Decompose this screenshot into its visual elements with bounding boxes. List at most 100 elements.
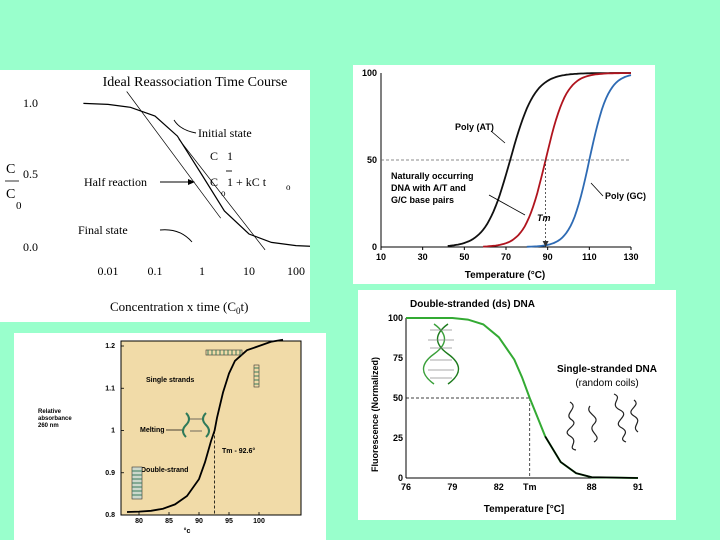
arrow-final [159, 229, 193, 243]
tangent-final [178, 138, 266, 251]
x-tick-88: 88 [587, 482, 597, 492]
single-strands-icon [205, 349, 260, 388]
x-tick-82: 82 [494, 482, 504, 492]
y-tick-0.0: 0.0 [23, 240, 38, 254]
x-tick-100: 100 [287, 264, 305, 278]
absorbance-curve-group [126, 338, 284, 515]
reassociation-chart: Ideal Reassociation Time Course 0.01 0.1 1… [5, 75, 310, 316]
chart-title: Double-stranded (ds) DNA [410, 299, 535, 310]
equation-sub-1: o [221, 188, 226, 198]
label-poly-gc: Poly (GC) [605, 191, 646, 201]
y-axis-label-sub: 0 [16, 200, 22, 212]
y-tick-50: 50 [393, 393, 403, 403]
x-tick-70: 70 [501, 252, 511, 262]
label-tm: Tm - 92.6° [222, 447, 255, 455]
label-poly-at: Poly (AT) [455, 122, 494, 132]
y-tick-0.5: 0.5 [23, 167, 38, 181]
x-tick-76: 76 [401, 482, 411, 492]
y-tick-0.8: 0.8 [105, 512, 115, 519]
label-single-strands: Single strands [146, 377, 194, 384]
y-tick-1.1: 1.1 [105, 385, 115, 392]
reassociation-curve-group [83, 91, 310, 251]
y-axis-label-den: C [6, 187, 15, 202]
x-tick-110: 110 [582, 252, 597, 262]
axes-group: 76 79 82 Tm 88 91 100 75 50 25 0 [388, 313, 643, 492]
y-tick-100: 100 [388, 313, 403, 323]
plot-area [120, 340, 302, 516]
x-tick-130: 130 [623, 252, 638, 262]
fluorescence-curve-group [406, 317, 639, 479]
annot-half: Half reaction [84, 175, 147, 189]
x-tick-79: 79 [447, 482, 457, 492]
equation-sub-2: o [286, 182, 291, 192]
tangent-initial [126, 91, 221, 219]
absorbance-panel: 80 85 90 95 100 °c 1.2 1.1 1 0.9 0.8 Relative abso… [14, 333, 326, 540]
melting-temperature-chart: 10 30 50 70 90 110 130 100 50 0 Poly (AT) Natural… [362, 68, 646, 281]
y-tick-50: 50 [367, 155, 377, 165]
equation-denominator: C 1 + kC t [210, 175, 267, 189]
label-tm: Tm [537, 213, 551, 223]
ylabel-line-3: 260 nm [38, 423, 59, 429]
fluorescence-panel: Double-stranded (ds) DNA Fluorescence (N… [358, 290, 676, 520]
reassociation-panel: Ideal Reassociation Time Course 0.01 0.1 1… [0, 70, 310, 322]
curve-poly-gc- [526, 74, 632, 248]
x-tick-50: 50 [459, 252, 469, 262]
y-tick-75: 75 [393, 353, 403, 363]
x-axis-label: Concentration x time (C0t) [110, 299, 248, 316]
reassociation-curve [83, 102, 310, 247]
y-axis-label: Fluorescence (Normalized) [370, 357, 380, 472]
y-tick-1.2: 1.2 [105, 343, 115, 350]
x-axis-label: Temperature [°C] [484, 504, 565, 515]
curve-naturally-occurring-dna-with-a-t-and-g-c-base-pairs [483, 72, 632, 248]
chart-title: Ideal Reassociation Time Course [103, 75, 288, 90]
x-tick-90: 90 [543, 252, 553, 262]
y-tick-100: 100 [362, 68, 377, 78]
arrowhead-half [188, 179, 195, 185]
label-single-stranded: Single-stranded DNA [557, 364, 657, 375]
label-natural-3: G/C base pairs [391, 195, 454, 205]
pointer-poly-gc [590, 182, 604, 197]
x-tick-91: 91 [633, 482, 643, 492]
x-tick-1: 1 [199, 264, 205, 278]
absorbance-chart: 80 85 90 95 100 °c 1.2 1.1 1 0.9 0.8 Relative abso… [38, 338, 302, 535]
pointer-natural [488, 194, 526, 216]
x-tick-100: 100 [253, 518, 265, 525]
x-tick-30: 30 [418, 252, 428, 262]
x-axis-label: Temperature (°C) [465, 270, 546, 281]
x-tick-0.01: 0.01 [98, 264, 119, 278]
x-axis-label: °c [184, 527, 191, 535]
x-tick-Tm: Tm [523, 482, 537, 492]
random-coils-icon [566, 393, 639, 451]
axes-group: 80 85 90 95 100 °c 1.2 1.1 1 0.9 0.8 [105, 340, 302, 535]
fluorescence-chart: Double-stranded (ds) DNA Fluorescence (N… [370, 299, 657, 515]
ylabel-line-1: Relative [38, 409, 62, 415]
absorbance-curve [126, 338, 284, 513]
x-tick-85: 85 [165, 518, 173, 525]
label-natural-2: DNA with A/T and [391, 183, 466, 193]
x-tick-10: 10 [376, 252, 386, 262]
y-tick-1.0: 1.0 [23, 96, 38, 110]
double-strand-icon [131, 466, 143, 500]
melting-dna-icon [182, 412, 210, 438]
x-tick-10: 10 [243, 264, 255, 278]
y-tick-0.9: 0.9 [105, 470, 115, 477]
label-double-strand: Double-strand [141, 467, 188, 474]
x-axis-ticks: 0.01 0.1 1 10 100 [98, 264, 306, 278]
tm-arrowhead [542, 241, 549, 247]
pointer-poly-at [490, 130, 506, 144]
annot-initial: Initial state [198, 126, 252, 140]
label-melting: Melting [140, 427, 165, 434]
y-tick-1: 1 [111, 428, 115, 435]
arrow-initial [173, 119, 197, 134]
axes-group: 10 30 50 70 90 110 130 100 50 0 [362, 68, 639, 262]
y-tick-0: 0 [372, 242, 377, 252]
label-random-coils: (random coils) [575, 378, 638, 389]
y-tick-0: 0 [398, 473, 403, 483]
x-tick-90: 90 [195, 518, 203, 525]
label-natural-1: Naturally occurring [391, 171, 474, 181]
x-tick-0.1: 0.1 [148, 264, 163, 278]
x-tick-80: 80 [135, 518, 143, 525]
double-helix-icon [422, 323, 460, 385]
y-axis-label-num: C [6, 162, 15, 177]
x-tick-95: 95 [225, 518, 233, 525]
